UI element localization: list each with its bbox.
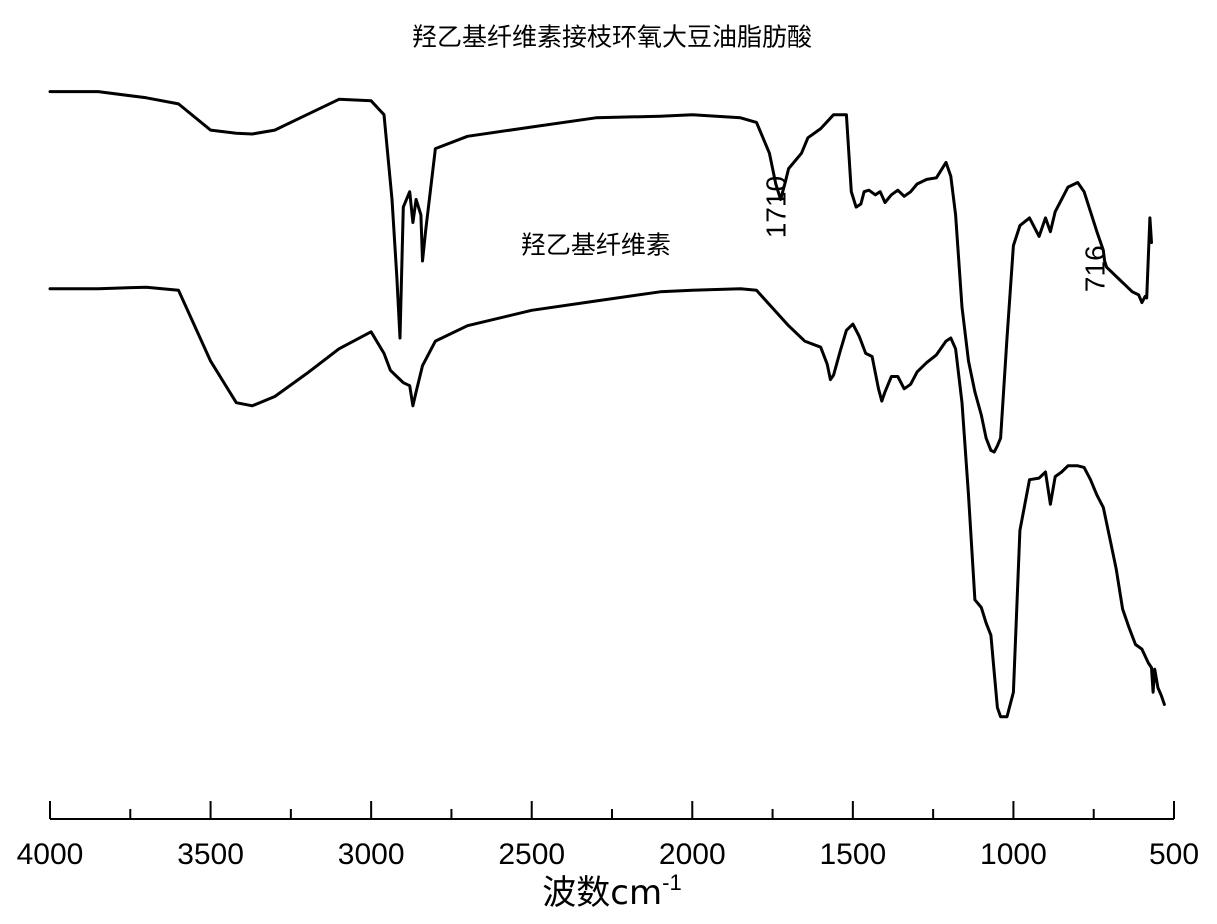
x-tick-label: 3500 <box>177 838 244 871</box>
series-label-2: 羟乙基纤维素 <box>521 230 671 259</box>
x-tick-label: 2000 <box>659 838 726 871</box>
x-tick-label: 1000 <box>980 838 1047 871</box>
label-layer: 羟乙基纤维素接枝环氧大豆油脂肪酸羟乙基纤维素 1710 716 <box>412 22 1111 292</box>
peak-annotation-716: 716 <box>1080 245 1111 292</box>
x-tick-label: 500 <box>1149 838 1199 871</box>
x-axis-title-superscript: -1 <box>662 870 682 895</box>
spectrum-line-2 <box>50 287 1164 717</box>
x-tick-label: 1500 <box>819 838 886 871</box>
spectrum-line-1 <box>50 92 1152 452</box>
x-axis: 4000 3500 3000 2500 2000 1500 1000 500 <box>17 801 1199 871</box>
x-axis-title-main: 波数cm <box>542 873 662 913</box>
x-axis-title: 波数cm-1 <box>542 870 681 913</box>
series-layer <box>50 92 1164 717</box>
peak-annotation-1710: 1710 <box>760 176 791 238</box>
x-tick-label: 2500 <box>498 838 565 871</box>
series-label-1: 羟乙基纤维素接枝环氧大豆油脂肪酸 <box>412 22 812 51</box>
x-tick-label: 4000 <box>17 838 84 871</box>
x-tick-label: 3000 <box>338 838 405 871</box>
